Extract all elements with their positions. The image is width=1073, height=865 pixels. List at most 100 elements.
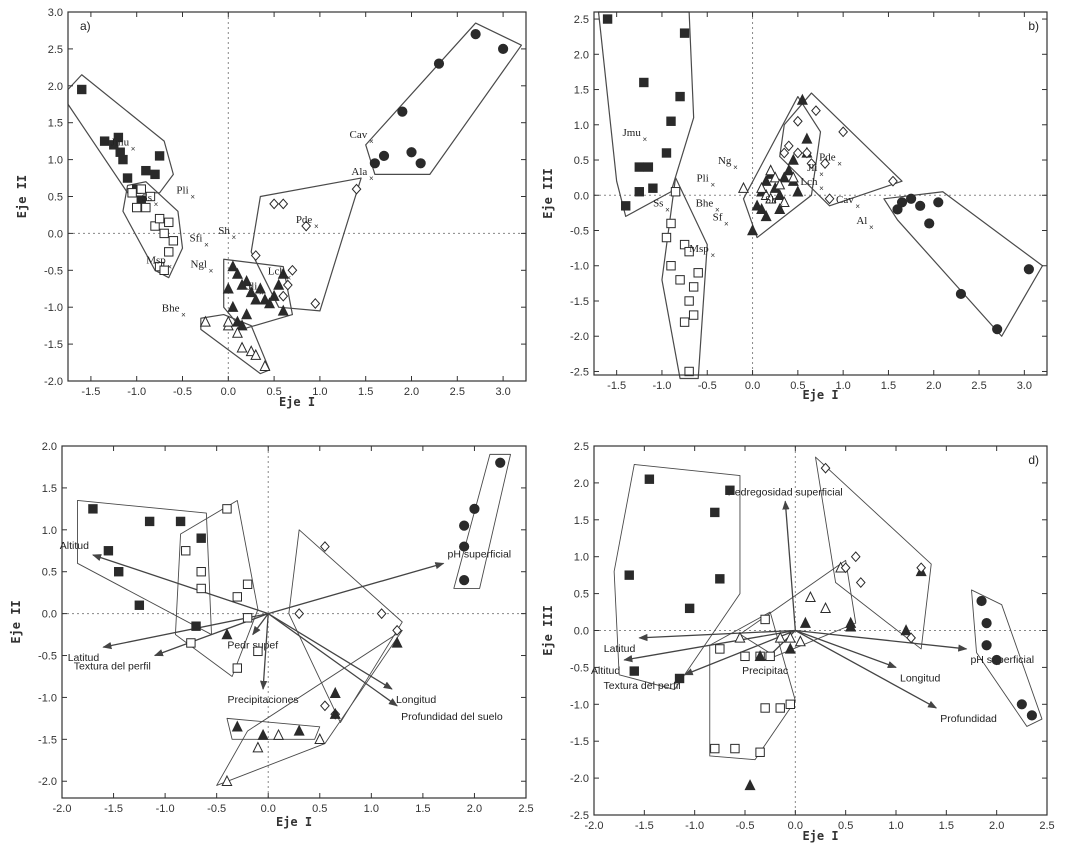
x-tick-label: 1.0 <box>312 386 327 398</box>
circle-filled-marker <box>906 193 917 204</box>
centroid-mark: × <box>232 233 237 242</box>
group-hull <box>77 500 212 636</box>
diamond-open-marker <box>824 193 835 205</box>
circle-filled-marker <box>955 288 967 300</box>
species-label: Bhe <box>696 197 714 209</box>
square-open-marker <box>684 246 694 257</box>
triangle-filled-marker <box>241 308 253 320</box>
y-axis-label: Eje III <box>541 605 555 656</box>
square-open-marker <box>159 265 169 276</box>
square-filled-marker <box>114 567 124 577</box>
x-tick-label: 0.5 <box>838 820 853 832</box>
square-open-marker <box>186 638 196 648</box>
square-filled-marker <box>103 546 114 556</box>
diamond-open-marker <box>779 147 790 159</box>
centroid-mark: × <box>190 193 195 202</box>
variable-label: Latitud <box>68 652 100 664</box>
x-tick-label: 3.0 <box>1017 380 1032 392</box>
diamond-open-marker <box>320 700 330 712</box>
variable-label: Profundidad <box>940 713 997 725</box>
variable-label: Longitud <box>900 672 940 684</box>
plot-frame <box>61 445 527 799</box>
triangle-filled-marker <box>293 724 305 736</box>
triangle-open-marker <box>734 631 746 643</box>
variable-arrow <box>92 554 269 615</box>
species-label: Cav <box>350 129 368 141</box>
square-open-marker <box>145 191 156 202</box>
y-tick-label: 1.5 <box>574 85 589 97</box>
y-tick-label: 0.5 <box>42 567 57 579</box>
square-filled-marker <box>624 570 634 580</box>
y-tick-label: -0.5 <box>570 226 589 238</box>
y-tick-label: -1.0 <box>44 302 63 314</box>
x-tick-label: 0.0 <box>745 380 760 392</box>
triangle-filled-marker <box>264 297 276 309</box>
triangle-open-marker <box>774 178 786 190</box>
diamond-open-marker <box>301 220 312 232</box>
square-open-marker <box>242 613 253 623</box>
y-tick-label: 1.0 <box>574 120 589 132</box>
diamond-open-marker <box>802 147 812 159</box>
y-tick-label: 0.5 <box>574 155 589 167</box>
square-open-marker <box>684 296 694 306</box>
y-tick-label: 2.0 <box>574 478 589 490</box>
x-tick-label: -1.5 <box>104 803 123 815</box>
species-label: Jli <box>807 162 817 174</box>
species-label: Sh <box>218 225 230 237</box>
x-tick-label: 1.5 <box>358 386 373 398</box>
centroid-mark: × <box>369 174 374 183</box>
triangle-filled-marker <box>760 210 772 222</box>
square-open-marker <box>232 592 242 602</box>
y-tick-label: 2.0 <box>48 81 63 93</box>
x-tick-label: 0.5 <box>312 803 327 815</box>
diamond-open-marker <box>855 577 866 588</box>
x-tick-label: -1.0 <box>127 386 146 398</box>
circle-filled-marker <box>981 640 992 651</box>
square-open-marker <box>164 247 174 257</box>
square-open-marker <box>196 583 206 594</box>
species-label: Pli <box>697 173 709 185</box>
y-tick-label: 1.0 <box>574 552 589 564</box>
square-filled-marker <box>634 187 644 197</box>
square-filled-marker <box>118 154 128 165</box>
square-filled-marker <box>122 173 133 183</box>
variable-label: pH superficial <box>448 548 512 560</box>
triangle-filled-marker <box>277 267 289 279</box>
triangle-open-marker <box>199 315 211 327</box>
y-tick-label: -2.5 <box>570 366 589 378</box>
diamond-open-marker <box>840 562 851 574</box>
square-filled-marker <box>602 14 613 24</box>
square-open-marker <box>785 699 795 709</box>
square-open-marker <box>670 187 681 197</box>
species-label: Jli <box>247 280 257 292</box>
square-open-marker <box>740 651 750 662</box>
x-tick-label: -1.5 <box>607 380 626 392</box>
centroid-mark: × <box>837 160 842 169</box>
centroid-mark: × <box>869 223 874 232</box>
triangle-filled-marker <box>231 267 243 279</box>
variable-arrow <box>795 629 938 709</box>
species-label: Ngl <box>190 258 207 270</box>
species-label: Ss <box>653 197 663 209</box>
x-tick-label: 0.0 <box>221 386 236 398</box>
variable-label: Textura del perfil <box>74 661 151 673</box>
variable-arrow <box>782 500 796 631</box>
triangle-open-marker <box>221 774 233 786</box>
diamond-open-marker <box>376 608 387 620</box>
triangle-open-marker <box>756 181 768 193</box>
circle-filled-marker <box>459 541 470 552</box>
x-tick-label: 1.0 <box>888 820 903 832</box>
x-tick-label: 1.5 <box>939 820 954 832</box>
centroid-mark: × <box>733 163 738 172</box>
diamond-open-marker <box>906 632 916 644</box>
triangle-filled-marker <box>231 720 243 732</box>
diamond-open-marker <box>351 183 362 195</box>
triangle-filled-marker <box>787 153 799 165</box>
square-filled-marker <box>639 77 649 88</box>
centroid-mark: × <box>710 181 715 190</box>
species-label: Pde <box>819 152 836 164</box>
y-tick-label: 1.0 <box>42 525 57 537</box>
variable-label: Pedregosidad superficial <box>728 486 843 498</box>
x-tick-label: 2.0 <box>467 803 482 815</box>
square-filled-marker <box>674 673 685 684</box>
